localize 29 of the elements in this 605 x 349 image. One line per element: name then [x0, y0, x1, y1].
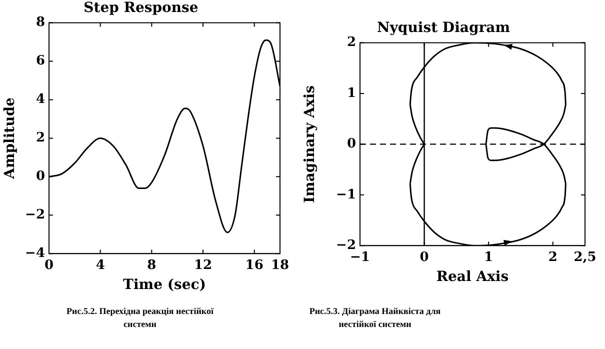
y-tick-label: 1: [346, 86, 356, 101]
x-tick-label: 16: [245, 258, 264, 273]
y-tick-label: 2: [36, 130, 45, 146]
text: Рис.5.2. Перехідна реакція нестійкої системи: [66, 305, 214, 331]
text: Рис.5.3. Діаграма Найквіста для нестійкої системи: [308, 305, 442, 331]
chart-title: Step Response: [84, 0, 198, 16]
y-tick-label: 6: [36, 54, 45, 69]
chart-title: Nyquist Diagram: [376, 20, 510, 36]
y-tick-label: 0: [346, 136, 356, 152]
x-tick-label: 12: [194, 258, 212, 273]
y-tick-label: 2: [346, 35, 356, 50]
y-tick-label: 8: [36, 15, 45, 30]
x-tick-label: 18: [270, 258, 290, 273]
y-axis-title: Imaginary Axis: [302, 85, 318, 203]
x-tick-label: 8: [147, 258, 156, 273]
x-tick-label: 2: [548, 250, 558, 265]
x-axis-title: Time (sec): [123, 277, 206, 294]
x-axis-title: Real Axis: [436, 269, 509, 286]
y-axis-title: Amplitude: [2, 97, 18, 180]
y-tick-label: −2: [25, 208, 45, 223]
y-tick-label: −2: [336, 238, 356, 253]
x-tick-label: 4: [96, 258, 105, 273]
y-tick-label: 0: [36, 169, 45, 184]
y-tick-label: 4: [36, 92, 45, 108]
y-tick-label: −1: [336, 187, 356, 202]
x-tick-label: 2,5: [574, 250, 596, 265]
y-tick-label: −4: [25, 246, 45, 261]
x-tick-label: 1: [484, 250, 494, 265]
x-tick-label: 0: [420, 250, 429, 265]
